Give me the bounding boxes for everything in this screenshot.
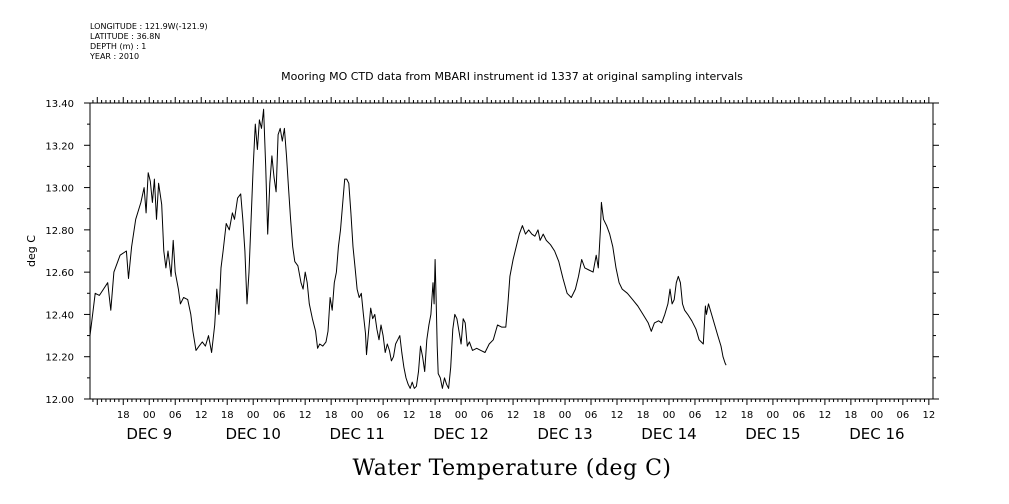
x-hour-label: 18	[533, 410, 546, 421]
year-label: YEAR : 2010	[90, 52, 140, 61]
x-hour-label: 00	[455, 410, 468, 421]
x-hour-label: 18	[845, 410, 858, 421]
x-hour-label: 00	[663, 410, 676, 421]
latitude-label: LATITUDE : 36.8N	[90, 32, 161, 41]
y-tick-label: 12.40	[45, 310, 74, 321]
x-hour-label: 12	[715, 410, 728, 421]
x-hour-label: 18	[429, 410, 442, 421]
x-hour-label: 06	[896, 410, 909, 421]
y-tick-label: 13.40	[45, 99, 74, 110]
y-tick-label: 13.20	[45, 141, 74, 152]
x-hour-label: 18	[221, 410, 234, 421]
x-hour-label: 06	[793, 410, 806, 421]
x-hour-label: 06	[377, 410, 390, 421]
x-hour-label: 18	[741, 410, 754, 421]
x-date-label: DEC 11	[329, 425, 384, 443]
series-line-water-temperature	[89, 108, 727, 389]
y-tick-label: 12.00	[45, 395, 74, 406]
y-axis: 12.00 12.20 12.40 12.60 12.80 13.00 13.20 13.40	[45, 99, 939, 406]
x-date-label: DEC 10	[226, 425, 281, 443]
metadata-block: LONGITUDE : 121.9W(-121.9) LATITUDE : 36…	[90, 22, 208, 62]
x-date-label: DEC 14	[641, 425, 696, 443]
x-hour-label: 00	[351, 410, 364, 421]
x-hour-label: 06	[481, 410, 494, 421]
x-hour-label: 12	[403, 410, 416, 421]
x-date-label: DEC 16	[849, 425, 904, 443]
x-axis-label: Water Temperature (deg C)	[353, 456, 672, 481]
y-tick-label: 13.00	[45, 184, 74, 195]
x-date-label: DEC 12	[433, 425, 488, 443]
x-hour-label: 12	[195, 410, 208, 421]
y-tick-label: 12.80	[45, 226, 74, 237]
x-hour-label: 18	[117, 410, 130, 421]
chart-title: Mooring MO CTD data from MBARI instrumen…	[281, 70, 743, 83]
plot-frame	[89, 102, 934, 400]
x-date-label: DEC 9	[126, 425, 172, 443]
x-hour-label: 12	[299, 410, 312, 421]
x-hour-label: 06	[585, 410, 598, 421]
y-tick-label: 12.20	[45, 353, 74, 364]
x-hour-label: 12	[611, 410, 624, 421]
x-hour-label: 06	[273, 410, 286, 421]
y-axis-label: deg C	[25, 235, 38, 267]
x-hour-label: 18	[325, 410, 338, 421]
x-hour-label: 06	[689, 410, 702, 421]
series-layer	[89, 108, 727, 389]
x-hour-label: 00	[247, 410, 260, 421]
x-date-label: DEC 13	[537, 425, 592, 443]
x-date-label: DEC 15	[745, 425, 800, 443]
y-tick-label: 12.60	[45, 268, 74, 279]
x-hour-label: 00	[143, 410, 156, 421]
x-hour-label: 18	[637, 410, 650, 421]
x-hour-label: 06	[169, 410, 182, 421]
x-hour-label: 00	[871, 410, 884, 421]
x-hour-label: 12	[922, 410, 935, 421]
x-hour-label: 12	[507, 410, 520, 421]
depth-label: DEPTH (m) : 1	[90, 42, 147, 51]
x-hour-label: 00	[559, 410, 572, 421]
x-axis: 18 00 06 12 18 00 06 12 18 00 06 12 18 00 06 12 18 00 06 12…	[92, 97, 935, 443]
longitude-label: LONGITUDE : 121.9W(-121.9)	[90, 22, 208, 31]
x-hour-label: 00	[767, 410, 780, 421]
x-hour-label: 12	[819, 410, 832, 421]
